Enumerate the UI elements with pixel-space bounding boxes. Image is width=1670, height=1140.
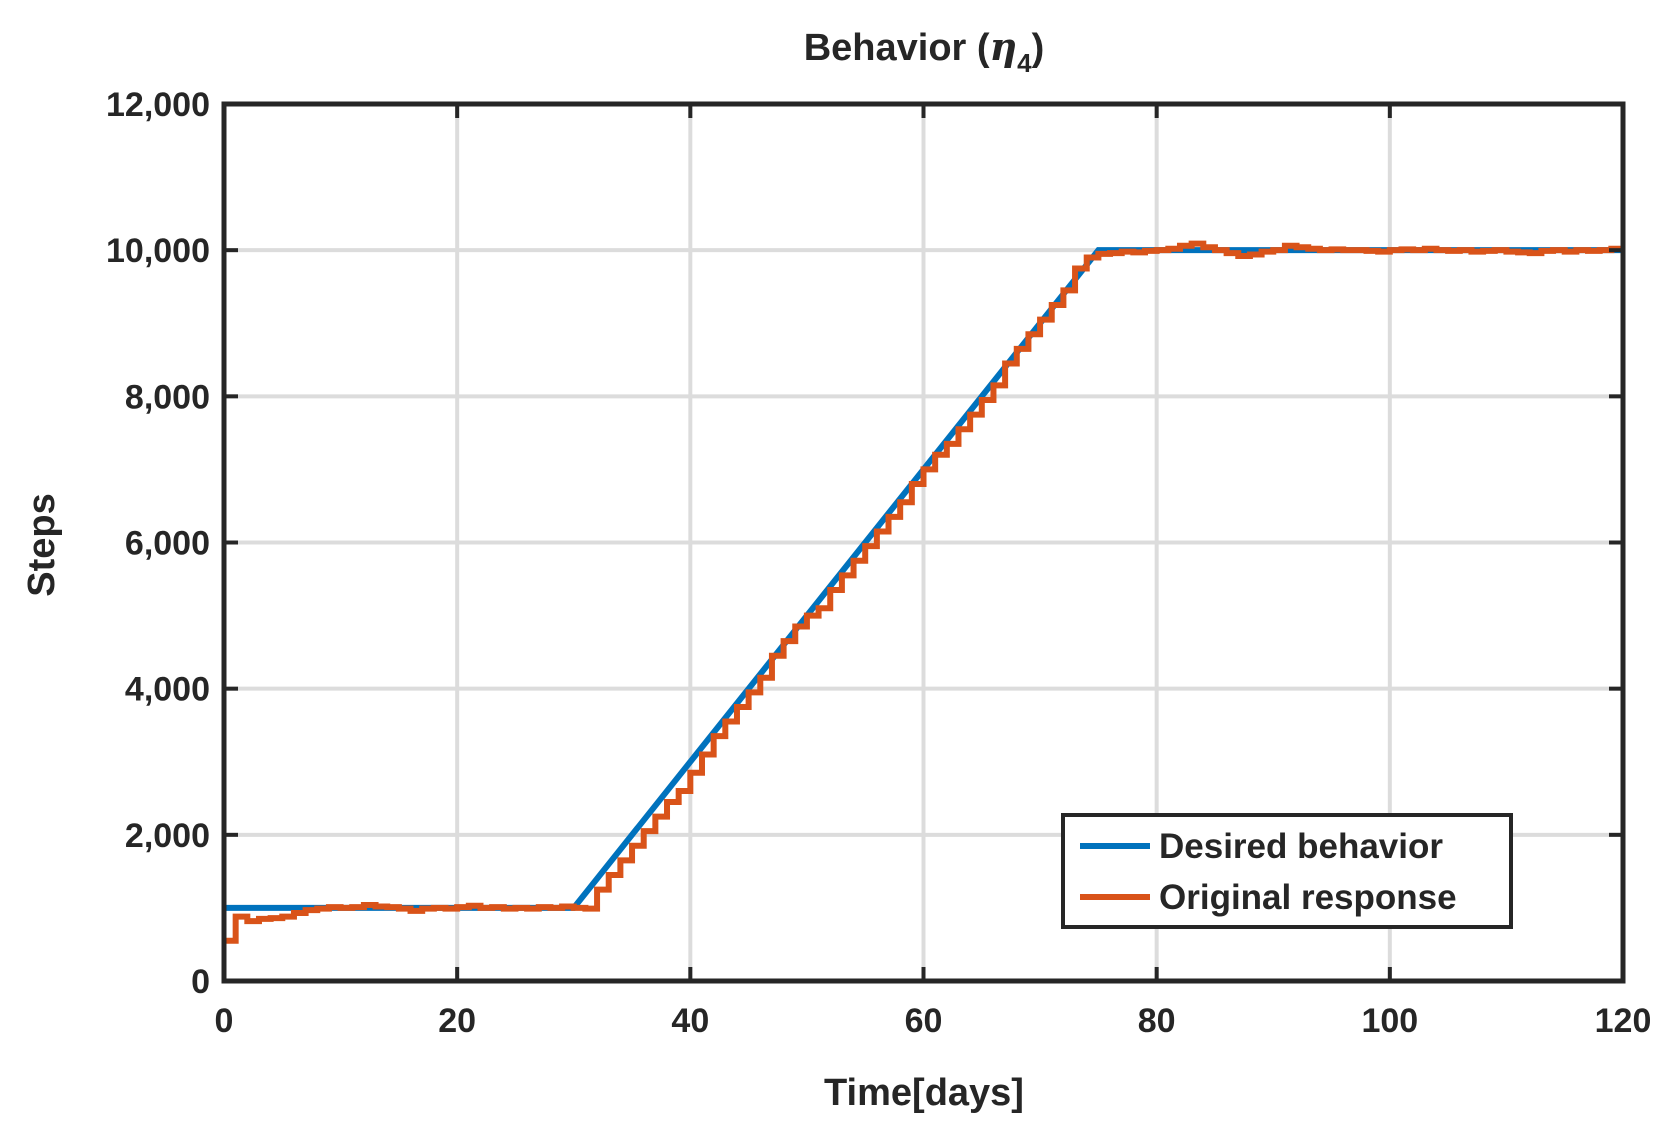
y-tick-label-1: 2,000 <box>125 817 210 855</box>
x-tick-label-4: 80 <box>1138 1002 1176 1040</box>
legend-label-desired: Desired behavior <box>1159 827 1443 866</box>
series-line-original-response <box>224 240 1623 944</box>
x-tick-label-0: 0 <box>215 1002 234 1040</box>
x-tick-label-2: 40 <box>671 1002 709 1040</box>
y-tick-label-5: 10,000 <box>106 232 210 270</box>
title-subscript: 4 <box>1017 48 1032 78</box>
x-tick-label-3: 60 <box>905 1002 943 1040</box>
series-layer <box>224 240 1623 944</box>
y-tick-label-2: 4,000 <box>125 671 210 709</box>
legend-label-original: Original response <box>1159 878 1457 917</box>
x-tick-label-6: 120 <box>1595 1002 1652 1040</box>
legend: Desired behavior Original response <box>1061 813 1513 929</box>
y-tick-label-6: 12,000 <box>106 86 210 124</box>
y-axis-title: Steps <box>21 493 63 596</box>
axes <box>221 101 1626 984</box>
y-tick-label-3: 6,000 <box>125 525 210 563</box>
legend-box <box>1061 813 1513 929</box>
tick-labels: 0 20 40 60 80 100 120 0 2,000 4,000 6,000 8,000 10,0… <box>106 86 1651 1040</box>
x-tick-label-1: 20 <box>438 1002 476 1040</box>
x-tick-label-5: 100 <box>1361 1002 1418 1040</box>
y-tick-label-0: 0 <box>191 963 210 1001</box>
y-tick-label-4: 8,000 <box>125 378 210 416</box>
title-symbol: η <box>990 24 1018 69</box>
chart-title: Behavior (η4) <box>804 24 1045 78</box>
x-axis-title: Time[days] <box>824 1072 1024 1114</box>
